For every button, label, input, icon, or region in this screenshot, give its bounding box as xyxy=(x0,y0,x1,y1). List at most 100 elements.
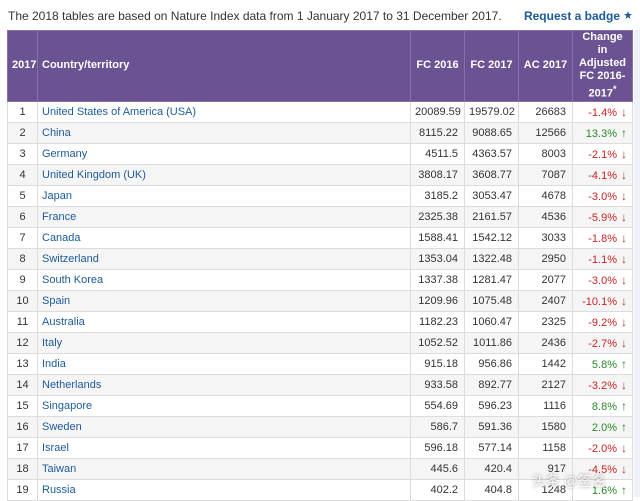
top-bar: The 2018 tables are based on Nature Inde… xyxy=(0,0,640,30)
country-link[interactable]: Australia xyxy=(37,310,411,333)
request-badge-link[interactable]: Request a badge xyxy=(523,9,620,23)
change-header-marker: * xyxy=(612,84,617,94)
table-row: 10 Spain 1209.96 1075.48 2407 -10.1% ↓ xyxy=(7,289,633,312)
country-link[interactable]: Spain xyxy=(37,289,411,312)
country-link[interactable]: Sweden xyxy=(37,415,411,438)
country-link[interactable]: Switzerland xyxy=(37,247,411,270)
table-row: 15 Singapore 554.69 596.23 1116 8.8% ↑ xyxy=(7,394,633,417)
column-header-fc2016[interactable]: FC 2016 xyxy=(410,30,465,102)
ac2017-cell: 1116 xyxy=(518,394,573,417)
fc2016-cell: 402.2 xyxy=(410,478,465,501)
ac2017-cell: 4678 xyxy=(518,184,573,207)
country-link[interactable]: United States of America (USA) xyxy=(37,100,411,123)
fc2017-cell: 577.14 xyxy=(464,436,519,459)
country-link[interactable]: Canada xyxy=(37,226,411,249)
table-row: 9 South Korea 1337.38 1281.47 2077 -3.0% ↓ xyxy=(7,268,633,291)
arrow-up-icon: ↑ xyxy=(621,398,627,413)
change-cell: -2.0% ↓ xyxy=(572,436,633,459)
table-row: 4 United Kingdom (UK) 3808.17 3608.77 7087 -4… xyxy=(7,163,633,186)
arrow-down-icon: ↓ xyxy=(621,104,627,119)
country-link[interactable]: Taiwan xyxy=(37,457,411,480)
column-header-change[interactable]: Change in Adjusted FC 2016-2017* xyxy=(572,30,633,102)
change-cell: -4.1% ↓ xyxy=(572,163,633,186)
change-cell: -2.1% ↓ xyxy=(572,142,633,165)
rank-cell: 9 xyxy=(7,268,38,291)
rank-cell: 3 xyxy=(7,142,38,165)
arrow-down-icon: ↓ xyxy=(621,377,627,392)
arrow-up-icon: ↑ xyxy=(621,125,627,140)
change-value: -1.8% xyxy=(588,232,617,245)
scrollbar-track[interactable] xyxy=(634,30,640,497)
change-value: -2.0% xyxy=(588,442,617,455)
country-link[interactable]: Israel xyxy=(37,436,411,459)
arrow-down-icon: ↓ xyxy=(621,167,627,182)
change-cell: 2.0% ↑ xyxy=(572,415,633,438)
table-row: 12 Italy 1052.52 1011.86 2436 -2.7% ↓ xyxy=(7,331,633,354)
change-cell: -2.7% ↓ xyxy=(572,331,633,354)
fc2016-cell: 1337.38 xyxy=(410,268,465,291)
fc2017-cell: 591.36 xyxy=(464,415,519,438)
ac2017-cell: 3033 xyxy=(518,226,573,249)
change-value: -1.4% xyxy=(588,106,617,119)
country-link[interactable]: United Kingdom (UK) xyxy=(37,163,411,186)
rank-cell: 16 xyxy=(7,415,38,438)
fc2016-cell: 3808.17 xyxy=(410,163,465,186)
ac2017-cell: 7087 xyxy=(518,163,573,186)
table-row: 11 Australia 1182.23 1060.47 2325 -9.2% ↓ xyxy=(7,310,633,333)
ac2017-cell: 26683 xyxy=(518,100,573,123)
fc2017-cell: 1011.86 xyxy=(464,331,519,354)
column-header-ac2017[interactable]: AC 2017 xyxy=(518,30,573,102)
ac2017-cell: 2950 xyxy=(518,247,573,270)
country-link[interactable]: Italy xyxy=(37,331,411,354)
country-link[interactable]: China xyxy=(37,121,411,144)
rank-cell: 10 xyxy=(7,289,38,312)
country-link[interactable]: France xyxy=(37,205,411,228)
rank-cell: 7 xyxy=(7,226,38,249)
fc2017-cell: 3608.77 xyxy=(464,163,519,186)
change-value: -4.5% xyxy=(588,463,617,476)
fc2017-cell: 1060.47 xyxy=(464,310,519,333)
column-header-country[interactable]: Country/territory xyxy=(37,30,411,102)
change-value: -5.9% xyxy=(588,211,617,224)
arrow-down-icon: ↓ xyxy=(621,230,627,245)
rank-cell: 13 xyxy=(7,352,38,375)
column-header-rank[interactable]: 2017 xyxy=(7,30,38,102)
country-link[interactable]: Netherlands xyxy=(37,373,411,396)
fc2017-cell: 4363.57 xyxy=(464,142,519,165)
table-row: 1 United States of America (USA) 20089.59 1… xyxy=(7,100,633,123)
change-value: -9.2% xyxy=(588,316,617,329)
table-body: 1 United States of America (USA) 20089.59 1… xyxy=(7,100,633,501)
rank-cell: 18 xyxy=(7,457,38,480)
arrow-down-icon: ↓ xyxy=(621,188,627,203)
change-value: -2.7% xyxy=(588,337,617,350)
fc2016-cell: 586.7 xyxy=(410,415,465,438)
country-link[interactable]: Russia xyxy=(37,478,411,501)
change-cell: -3.0% ↓ xyxy=(572,268,633,291)
change-value: 5.8% xyxy=(591,358,617,371)
change-cell: 8.8% ↑ xyxy=(572,394,633,417)
table-row: 18 Taiwan 445.6 420.4 917 -4.5% ↓ xyxy=(7,457,633,480)
change-value: 8.8% xyxy=(591,400,617,413)
country-link[interactable]: South Korea xyxy=(37,268,411,291)
arrow-up-icon: ↑ xyxy=(621,356,627,371)
table-row: 3 Germany 4511.5 4363.57 8003 -2.1% ↓ xyxy=(7,142,633,165)
ac2017-cell: 12566 xyxy=(518,121,573,144)
country-link[interactable]: Japan xyxy=(37,184,411,207)
fc2016-cell: 445.6 xyxy=(410,457,465,480)
fc2016-cell: 1353.04 xyxy=(410,247,465,270)
arrow-down-icon: ↓ xyxy=(621,272,627,287)
arrow-down-icon: ↓ xyxy=(621,251,627,266)
star-icon xyxy=(624,11,632,19)
ac2017-cell: 1442 xyxy=(518,352,573,375)
fc2017-cell: 1281.47 xyxy=(464,268,519,291)
country-link[interactable]: Singapore xyxy=(37,394,411,417)
fc2017-cell: 892.77 xyxy=(464,373,519,396)
rank-cell: 14 xyxy=(7,373,38,396)
country-link[interactable]: Germany xyxy=(37,142,411,165)
fc2016-cell: 1182.23 xyxy=(410,310,465,333)
ac2017-cell: 2077 xyxy=(518,268,573,291)
change-value: 13.3% xyxy=(585,127,617,140)
ac2017-cell: 2436 xyxy=(518,331,573,354)
column-header-fc2017[interactable]: FC 2017 xyxy=(464,30,519,102)
country-link[interactable]: India xyxy=(37,352,411,375)
